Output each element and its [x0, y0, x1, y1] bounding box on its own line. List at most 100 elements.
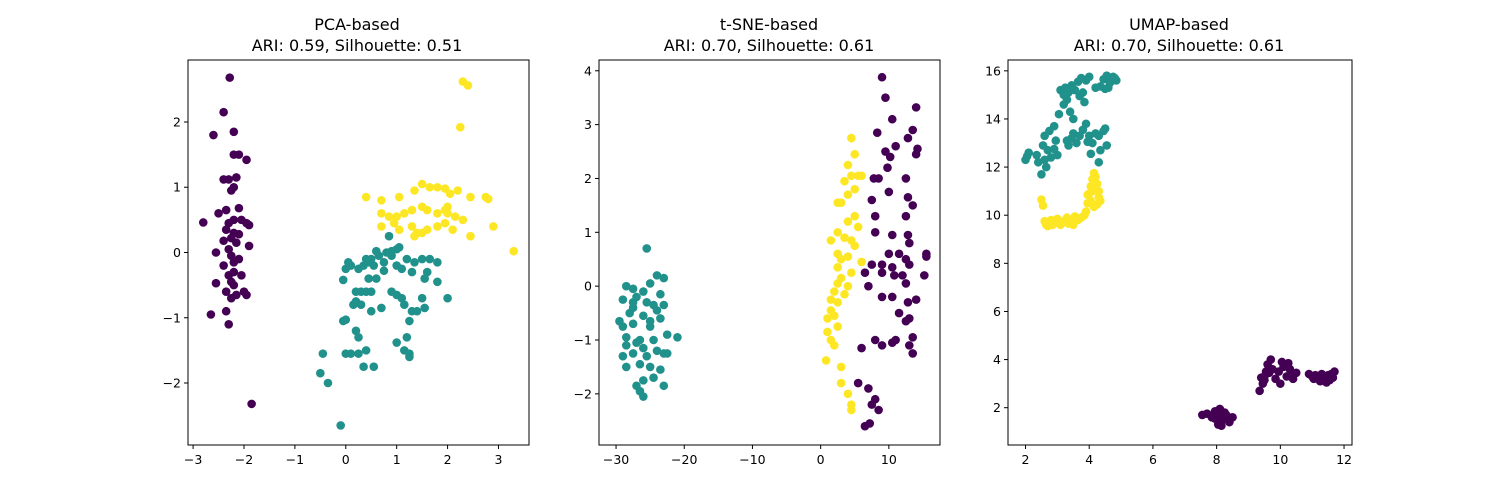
- scatter-point-cluster-1: [1075, 91, 1084, 101]
- scatter-point-cluster-0: [872, 128, 882, 137]
- scatter-point-cluster-1: [1041, 162, 1051, 172]
- scatter-point-cluster-2: [417, 179, 427, 189]
- scatter-point-cluster-2: [455, 122, 465, 132]
- scatter-point-cluster-0: [1309, 374, 1319, 384]
- scatter-point-cluster-2: [836, 362, 846, 372]
- x-tick-label: 4: [1085, 452, 1093, 467]
- scatter-point-cluster-1: [1051, 136, 1061, 145]
- scatter-point-cluster-0: [877, 341, 887, 350]
- scatter-point-cluster-2: [826, 236, 836, 245]
- scatter-point-cluster-1: [639, 311, 648, 321]
- scatter-point-cluster-1: [662, 349, 672, 358]
- scatter-point-cluster-0: [898, 271, 907, 280]
- scatter-point-cluster-0: [877, 260, 887, 269]
- scatter-point-cluster-1: [649, 373, 658, 382]
- scatter-point-cluster-2: [823, 314, 832, 323]
- scatter-point-cluster-0: [1213, 410, 1223, 420]
- scatter-point-cluster-1: [618, 295, 628, 304]
- scatter-point-cluster-0: [887, 114, 897, 124]
- scatter-point-cluster-0: [225, 73, 235, 82]
- scatter-point-cluster-0: [857, 343, 866, 353]
- scatter-point-cluster-1: [420, 274, 429, 283]
- scatter-point-cluster-0: [224, 218, 234, 228]
- scatter-point-cluster-2: [850, 184, 860, 194]
- scatter-point-cluster-2: [440, 218, 450, 228]
- scatter-point-cluster-2: [833, 322, 842, 331]
- scatter-point-cluster-1: [642, 351, 652, 361]
- scatter-point-cluster-0: [922, 252, 931, 261]
- scatter-point-cluster-1: [402, 333, 412, 342]
- scatter-point-cluster-1: [405, 316, 414, 326]
- scatter-point-cluster-1: [656, 314, 665, 323]
- scatter-point-cluster-2: [1091, 172, 1100, 181]
- scatter-point-cluster-2: [1038, 201, 1048, 210]
- scatter-point-cluster-0: [1322, 378, 1331, 387]
- scatter-point-cluster-0: [226, 293, 236, 303]
- scatter-point-cluster-2: [850, 211, 860, 221]
- scatter-point-cluster-1: [652, 306, 662, 315]
- panel-pca: PCA-based ARI: 0.59, Silhouette: 0.51 −3…: [163, 15, 530, 467]
- scatter-point-cluster-1: [645, 279, 655, 288]
- scatter-point-cluster-1: [379, 266, 389, 276]
- panel-subtitle: ARI: 0.59, Silhouette: 0.51: [252, 36, 463, 55]
- x-tick-label: 2: [1022, 452, 1030, 467]
- scatter-point-cluster-2: [433, 209, 442, 218]
- scatter-point-cluster-0: [891, 141, 900, 151]
- axis-ticks: 2 4 6 8 10 12 2 4 6 8 10 12 14 16: [985, 63, 1352, 467]
- scatter-point-cluster-0: [864, 384, 873, 393]
- scatter-point-cluster-2: [410, 231, 419, 241]
- y-tick-label: −1: [574, 333, 592, 348]
- scatter-point-cluster-0: [232, 238, 241, 248]
- scatter-point-cluster-2: [829, 311, 839, 321]
- scatter-point-cluster-1: [433, 277, 442, 287]
- y-tick-label: 12: [985, 160, 1001, 175]
- scatter-point-cluster-2: [843, 389, 853, 399]
- scatter-point-cluster-1: [621, 281, 631, 291]
- axes-frame: [598, 59, 941, 446]
- scatter-point-cluster-0: [903, 193, 913, 202]
- scatter-point-cluster-1: [1102, 141, 1112, 150]
- scatter-point-cluster-2: [840, 233, 849, 242]
- scatter-point-cluster-1: [372, 246, 381, 256]
- scatter-point-cluster-2: [489, 222, 498, 231]
- scatter-point-cluster-0: [221, 287, 231, 296]
- scatter-point-cluster-2: [850, 241, 860, 251]
- scatter-point-cluster-0: [908, 125, 918, 135]
- x-tick-label: −2: [235, 452, 253, 467]
- scatter-point-cluster-2: [847, 400, 856, 409]
- scatter-point-cluster-0: [1217, 421, 1226, 431]
- scatter-point-cluster-0: [894, 308, 904, 318]
- scatter-point-cluster-2: [823, 327, 832, 337]
- scatter-point-cluster-0: [905, 341, 914, 350]
- scatter-point-cluster-0: [219, 107, 228, 117]
- scatter-point-cluster-1: [1100, 84, 1110, 94]
- scatter-point-cluster-1: [1088, 138, 1097, 148]
- panel-subtitle: ARI: 0.70, Silhouette: 0.61: [664, 36, 875, 55]
- scatter-point-cluster-0: [870, 335, 880, 345]
- scatter-point-cluster-2: [394, 225, 404, 234]
- scatter-point-cluster-2: [392, 212, 401, 221]
- y-tick-label: 16: [985, 63, 1001, 78]
- scatter-point-cluster-0: [229, 280, 239, 290]
- scatter-point-cluster-0: [247, 399, 256, 409]
- scatter-point-cluster-2: [829, 341, 839, 350]
- scatter-point-cluster-1: [402, 254, 412, 264]
- scatter-point-cluster-1: [369, 362, 379, 371]
- scatter-point-cluster-0: [219, 236, 228, 246]
- panel-subtitle: ARI: 0.70, Silhouette: 0.61: [1074, 36, 1285, 55]
- scatter-point-cluster-2: [445, 189, 455, 199]
- scatter-point-cluster-1: [351, 326, 361, 336]
- scatter-point-cluster-1: [659, 381, 669, 391]
- scatter-point-cluster-1: [656, 289, 665, 299]
- scatter-point-cluster-0: [885, 152, 895, 162]
- scatter-point-cluster-1: [382, 248, 391, 257]
- scatter-point-cluster-2: [433, 182, 442, 192]
- scatter-point-cluster-1: [1049, 121, 1059, 131]
- scatter-point-cluster-0: [229, 267, 239, 277]
- scatter-point-cluster-2: [384, 212, 394, 221]
- panel-umap: UMAP-based ARI: 0.70, Silhouette: 0.61 2…: [985, 15, 1353, 467]
- scatter-point-cluster-2: [826, 295, 836, 304]
- scatter-point-cluster-1: [652, 346, 662, 356]
- scatter-point-cluster-0: [198, 218, 208, 227]
